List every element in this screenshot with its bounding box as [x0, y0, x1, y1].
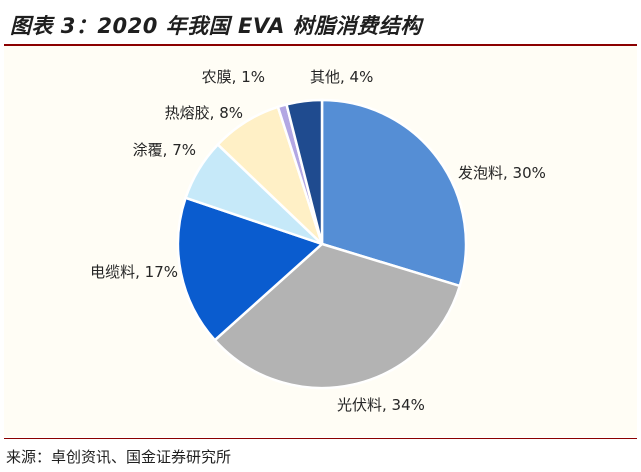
slice-label-3: 电缆料, 17% [90, 263, 178, 281]
slice-label-7: 其他, 4% [310, 68, 373, 86]
pie-slice-3 [176, 196, 325, 342]
pie-slice-2 [213, 242, 462, 390]
source-note: 来源：卓创资讯、国金证券研究所 [6, 448, 232, 466]
pie-slice-1 [320, 98, 468, 288]
source-divider [4, 438, 637, 439]
figure-title: 图表 3：2020 年我国 EVA 树脂消费结构 [10, 14, 422, 38]
title-divider [4, 44, 637, 46]
slice-label-4: 涂覆, 7% [133, 141, 196, 159]
slice-label-6: 农膜, 1% [202, 68, 265, 86]
pie-slice-7 [285, 98, 324, 245]
slice-label-2: 光伏料, 34% [337, 396, 425, 414]
slice-label-5: 热熔胶, 8% [165, 104, 243, 122]
header: 图表 3：2020 年我国 EVA 树脂消费结构 [0, 0, 641, 44]
slice-label-1: 发泡料, 30% [458, 164, 546, 182]
